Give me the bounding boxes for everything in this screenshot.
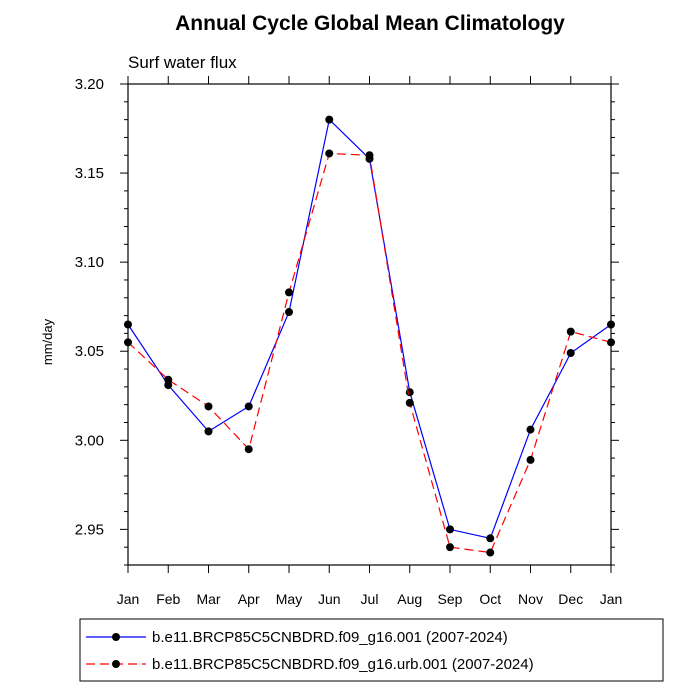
y-tick-label: 3.10	[75, 254, 104, 271]
series-1-point	[204, 427, 213, 436]
series-2-point	[325, 149, 334, 158]
x-tick-label: Feb	[156, 591, 180, 607]
legend: b.e11.BRCP85C5CNBDRD.f09_g16.001 (2007-2…	[86, 629, 534, 673]
chart-subtitle: Surf water flux	[128, 53, 237, 72]
x-tick-label: Nov	[518, 591, 543, 607]
series-1-line	[127, 118, 612, 539]
series-2-line	[127, 152, 612, 554]
series-2-point	[566, 327, 575, 336]
series-2-point	[486, 548, 495, 557]
series-2-point	[285, 288, 293, 297]
series-layer	[124, 115, 615, 557]
series-1-point	[325, 115, 334, 124]
y-axis-label: mm/day	[40, 318, 55, 365]
x-tick-label: Jul	[361, 591, 379, 607]
legend-label-1: b.e11.BRCP85C5CNBDRD.f09_g16.001 (2007-2…	[152, 629, 508, 646]
x-tick-label: May	[276, 591, 302, 607]
chart-title: Annual Cycle Global Mean Climatology	[175, 12, 565, 35]
series-1-point	[526, 425, 535, 434]
series-1-point	[486, 534, 495, 543]
series-2-point	[124, 338, 132, 347]
x-tick-label: Dec	[558, 591, 583, 607]
series-2-point	[244, 445, 253, 454]
x-tick-label: Apr	[238, 591, 260, 607]
series-1-point	[285, 308, 293, 317]
series-2-point	[607, 338, 615, 347]
series-2-point	[204, 402, 213, 411]
y-tick-label: 3.20	[75, 76, 104, 93]
series-1-point	[566, 349, 575, 358]
series-1-point	[405, 388, 414, 397]
y-tick-label: 3.15	[75, 165, 104, 182]
series-1-point	[446, 525, 454, 534]
series-2-point	[526, 455, 535, 464]
series-1-point	[124, 320, 132, 329]
legend-label-2: b.e11.BRCP85C5CNBDRD.f09_g16.urb.001 (20…	[152, 656, 534, 673]
axes-layer: 2.95 3.00 3.05 3.10 3.15 3.20 Jan Feb Mar Apr May J…	[75, 76, 622, 607]
legend-marker-2	[112, 660, 120, 668]
series-1-point	[607, 320, 615, 329]
series-2-point	[164, 375, 173, 384]
legend-marker-1	[112, 633, 120, 641]
series-2-point	[365, 151, 374, 160]
x-tick-label: Jan	[117, 591, 140, 607]
series-1-point	[244, 402, 253, 411]
y-tick-label: 2.95	[75, 521, 104, 538]
legend-box	[79, 618, 664, 682]
x-tick-label: Aug	[397, 591, 422, 607]
x-tick-label: Mar	[196, 591, 220, 607]
series-2-point	[446, 543, 454, 552]
series-2-point	[405, 398, 414, 407]
x-tick-label: Jan	[600, 591, 623, 607]
x-tick-label: Oct	[479, 591, 501, 607]
y-tick-label: 3.05	[75, 343, 104, 360]
x-tick-label: Sep	[438, 591, 463, 607]
y-tick-label: 3.00	[75, 432, 104, 449]
x-tick-label: Jun	[318, 591, 341, 607]
